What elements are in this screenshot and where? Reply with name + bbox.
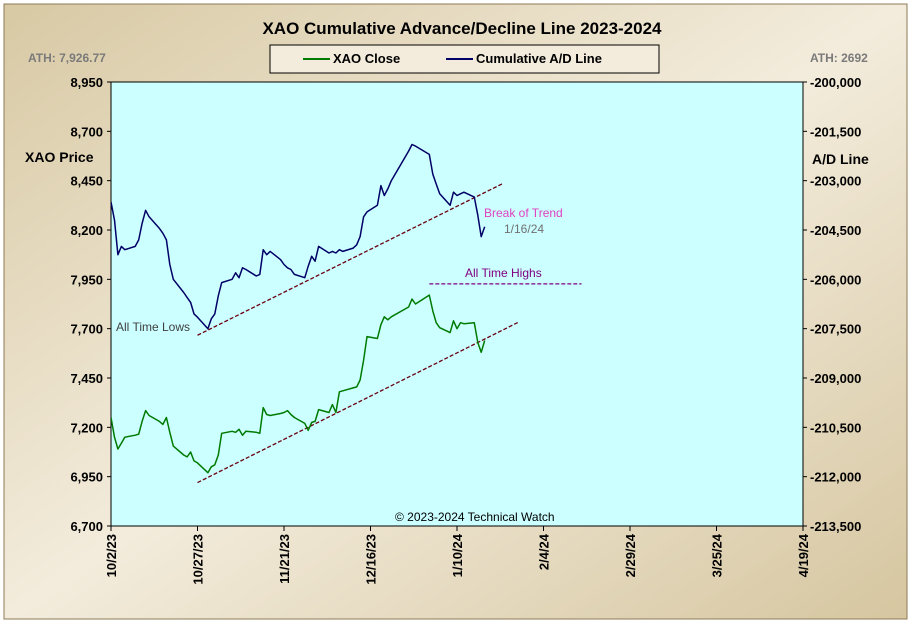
x-tick-label: 1/10/24 — [450, 533, 465, 577]
trend-line — [197, 183, 503, 336]
legend-label-xao-close: XAO Close — [333, 51, 400, 66]
x-tick-label: 10/27/23 — [191, 534, 206, 585]
annotation-all-time-lows: All Time Lows — [116, 320, 190, 334]
y-axis-right-label: A/D Line — [812, 151, 869, 167]
y-tick-label-right: -206,000 — [810, 272, 861, 287]
y-tick-label-left: 7,200 — [70, 420, 103, 435]
y-tick-label-right: -203,000 — [810, 174, 861, 189]
y-tick-label-left: 7,700 — [70, 322, 103, 337]
y-axis-left-label: XAO Price — [25, 149, 94, 165]
annotation-break-date: 1/16/24 — [504, 222, 544, 236]
x-tick-label: 12/16/23 — [364, 534, 379, 585]
y-tick-label-left: 6,700 — [70, 519, 103, 534]
x-ticks: 10/2/23 10/27/23 11/21/23 12/16/23 1/10/24 2/… — [104, 526, 811, 585]
y-tick-label-left: 7,450 — [70, 371, 103, 386]
y-tick-label-right: -209,000 — [810, 371, 861, 386]
x-tick-label: 11/21/23 — [277, 534, 292, 584]
y-tick-label-right: -207,500 — [810, 322, 861, 337]
y-tick-label-right: -212,000 — [810, 470, 861, 485]
legend-label-ad-line: Cumulative A/D Line — [476, 51, 602, 66]
trend-lines — [197, 183, 582, 484]
annotation-all-time-highs: All Time Highs — [465, 266, 542, 280]
copyright-text: © 2023-2024 Technical Watch — [395, 510, 555, 524]
series-line-xao-close — [111, 294, 486, 474]
x-tick-label: 10/2/23 — [104, 534, 119, 577]
y-tick-label-left: 7,950 — [70, 272, 103, 287]
y-tick-label-right: -210,500 — [810, 420, 861, 435]
y-tick-label-right: -201,500 — [810, 124, 861, 139]
series-line-ad-line — [111, 143, 486, 330]
ath-left-label: ATH: 7,926.77 — [28, 51, 106, 65]
y-tick-label-left: 6,950 — [70, 470, 103, 485]
x-tick-label: 2/29/24 — [623, 533, 638, 577]
y-tick-label-right: -200,000 — [810, 75, 861, 90]
x-tick-label: 3/25/24 — [710, 533, 725, 577]
x-tick-label: 2/4/24 — [537, 533, 552, 570]
y-tick-label-right: -213,500 — [810, 519, 861, 534]
y-tick-label-left: 8,950 — [70, 75, 103, 90]
y-tick-label-right: -204,500 — [810, 223, 861, 238]
y-tick-label-left: 8,450 — [70, 174, 103, 189]
x-tick-label: 4/19/24 — [796, 533, 811, 577]
plot-area — [110, 81, 804, 527]
y-ticks-right: -213,500 -212,000 -210,500 -209,000 -207,500… — [803, 75, 861, 534]
ath-right-label: ATH: 2692 — [810, 51, 868, 65]
y-ticks-left: 6,700 6,950 7,200 7,450 7,700 7,950 8,200 8,450… — [70, 75, 111, 534]
series-lines — [111, 143, 486, 474]
y-tick-label-left: 8,700 — [70, 124, 103, 139]
legend: XAO Close Cumulative A/D Line — [269, 44, 660, 74]
annotation-break-of-trend: Break of Trend — [484, 206, 563, 220]
chart-title: XAO Cumulative Advance/Decline Line 2023… — [262, 19, 662, 38]
y-tick-label-left: 8,200 — [70, 223, 103, 238]
